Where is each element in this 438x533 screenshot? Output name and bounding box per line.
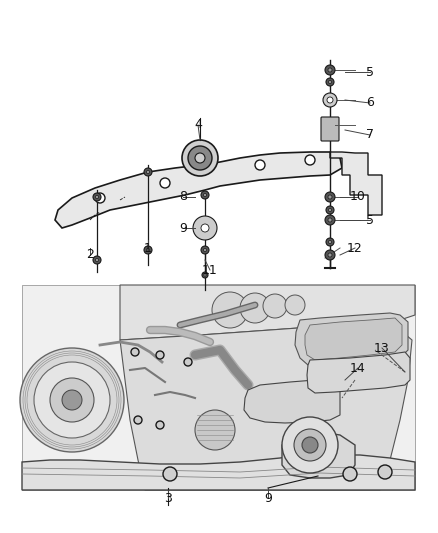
Circle shape bbox=[305, 155, 315, 165]
FancyBboxPatch shape bbox=[22, 285, 415, 490]
Polygon shape bbox=[295, 313, 408, 368]
Circle shape bbox=[203, 193, 207, 197]
Circle shape bbox=[302, 437, 318, 453]
Circle shape bbox=[144, 246, 152, 254]
Circle shape bbox=[323, 93, 337, 107]
Circle shape bbox=[156, 421, 164, 429]
Circle shape bbox=[146, 248, 150, 252]
Circle shape bbox=[201, 246, 209, 254]
Text: 4: 4 bbox=[194, 118, 202, 132]
Circle shape bbox=[134, 416, 142, 424]
Polygon shape bbox=[307, 352, 410, 393]
Text: 9: 9 bbox=[264, 491, 272, 505]
Polygon shape bbox=[120, 285, 415, 340]
FancyBboxPatch shape bbox=[321, 117, 339, 141]
Text: 7: 7 bbox=[366, 128, 374, 141]
Circle shape bbox=[255, 160, 265, 170]
Circle shape bbox=[326, 78, 334, 86]
Circle shape bbox=[50, 378, 94, 422]
Circle shape bbox=[195, 153, 205, 163]
Circle shape bbox=[202, 272, 208, 278]
Text: 8: 8 bbox=[179, 190, 187, 204]
Circle shape bbox=[378, 465, 392, 479]
Text: 3: 3 bbox=[164, 491, 172, 505]
Text: 11: 11 bbox=[202, 263, 218, 277]
Text: 14: 14 bbox=[350, 361, 366, 375]
Text: 6: 6 bbox=[366, 96, 374, 109]
Circle shape bbox=[328, 253, 332, 257]
Circle shape bbox=[325, 65, 335, 75]
Polygon shape bbox=[244, 380, 340, 423]
Circle shape bbox=[343, 467, 357, 481]
Polygon shape bbox=[22, 453, 415, 490]
Circle shape bbox=[193, 216, 217, 240]
Circle shape bbox=[328, 80, 332, 84]
Circle shape bbox=[20, 348, 124, 452]
Circle shape bbox=[201, 191, 209, 199]
Circle shape bbox=[325, 250, 335, 260]
Circle shape bbox=[325, 215, 335, 225]
Polygon shape bbox=[55, 152, 342, 228]
Circle shape bbox=[285, 295, 305, 315]
Circle shape bbox=[62, 390, 82, 410]
Text: 12: 12 bbox=[347, 241, 363, 254]
Circle shape bbox=[328, 195, 332, 199]
Circle shape bbox=[156, 351, 164, 359]
Text: 2: 2 bbox=[86, 248, 94, 262]
Circle shape bbox=[212, 292, 248, 328]
Circle shape bbox=[328, 218, 332, 222]
Circle shape bbox=[95, 259, 99, 262]
Circle shape bbox=[204, 274, 206, 276]
Circle shape bbox=[328, 68, 332, 72]
Circle shape bbox=[95, 193, 105, 203]
Circle shape bbox=[182, 140, 218, 176]
Circle shape bbox=[326, 206, 334, 214]
Circle shape bbox=[201, 224, 209, 232]
Circle shape bbox=[184, 358, 192, 366]
Circle shape bbox=[263, 294, 287, 318]
Polygon shape bbox=[305, 318, 402, 360]
Text: 5: 5 bbox=[366, 214, 374, 227]
Circle shape bbox=[146, 171, 150, 174]
Text: 1: 1 bbox=[144, 241, 152, 254]
Circle shape bbox=[188, 146, 212, 170]
Text: 5: 5 bbox=[366, 66, 374, 78]
Circle shape bbox=[203, 248, 207, 252]
Circle shape bbox=[240, 293, 270, 323]
Text: 13: 13 bbox=[374, 342, 390, 354]
Circle shape bbox=[326, 238, 334, 246]
Circle shape bbox=[144, 168, 152, 176]
Text: 10: 10 bbox=[350, 190, 366, 204]
Polygon shape bbox=[282, 432, 355, 478]
Circle shape bbox=[34, 362, 110, 438]
Circle shape bbox=[328, 208, 332, 212]
Circle shape bbox=[131, 348, 139, 356]
Text: 9: 9 bbox=[179, 222, 187, 235]
Circle shape bbox=[328, 240, 332, 244]
Polygon shape bbox=[120, 325, 412, 490]
Circle shape bbox=[327, 97, 333, 103]
Circle shape bbox=[163, 467, 177, 481]
Circle shape bbox=[325, 192, 335, 202]
Circle shape bbox=[160, 178, 170, 188]
Circle shape bbox=[195, 410, 235, 450]
Circle shape bbox=[282, 417, 338, 473]
Circle shape bbox=[95, 196, 99, 199]
Circle shape bbox=[93, 256, 101, 264]
Circle shape bbox=[294, 429, 326, 461]
Polygon shape bbox=[330, 152, 382, 215]
Circle shape bbox=[93, 193, 101, 201]
